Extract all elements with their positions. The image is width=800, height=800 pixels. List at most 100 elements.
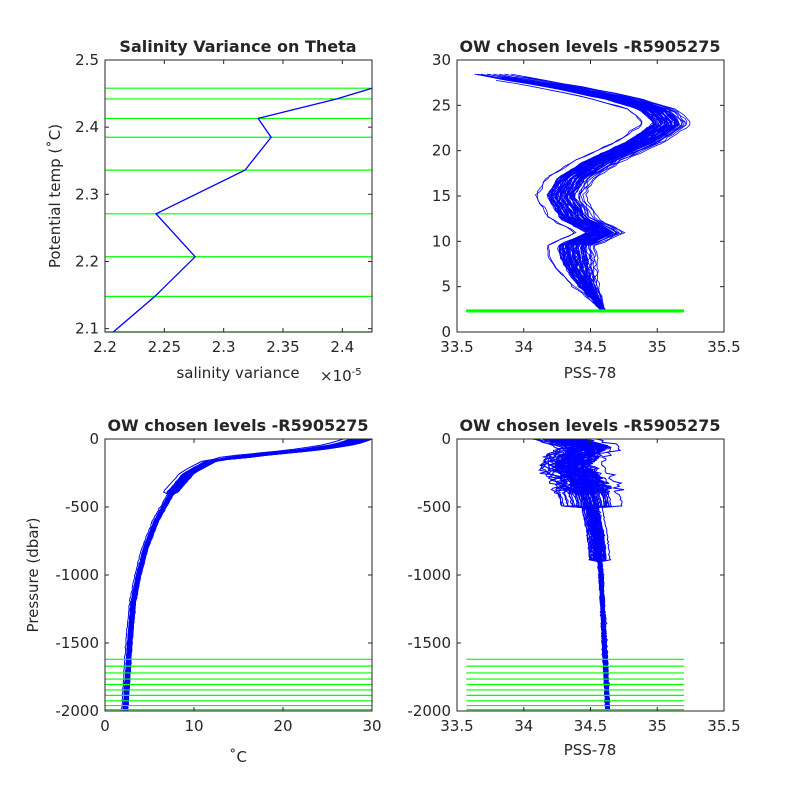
- profile-line: [120, 438, 344, 711]
- y-tick-label: 30: [432, 51, 451, 69]
- y-tick-label: 2.2: [75, 252, 99, 270]
- profile-line: [555, 92, 663, 313]
- x-axis-label: ˚C: [229, 748, 247, 766]
- y-tick-label: 0: [441, 430, 451, 448]
- x-axis-label: salinity variance: [176, 364, 299, 382]
- profile-line: [125, 438, 365, 711]
- x-axis-label: PSS-78: [564, 741, 617, 759]
- profile-line: [566, 89, 672, 313]
- profile-line: [123, 438, 359, 711]
- profile-line: [125, 438, 364, 711]
- x-tick-label: 2.2: [93, 338, 117, 356]
- profile-line: [495, 80, 643, 313]
- y-tick-label: -1000: [55, 566, 99, 584]
- profile-line: [123, 438, 353, 711]
- profile-line: [126, 438, 370, 711]
- profile-line: [125, 438, 367, 711]
- x-tick-label: 35: [648, 338, 667, 356]
- profile-line: [125, 438, 367, 711]
- x-tick-label: 33.5: [440, 717, 473, 735]
- x-tick-label: 35.5: [707, 338, 740, 356]
- profile-line: [123, 438, 362, 711]
- x-tick-label: 2.4: [330, 338, 354, 356]
- x-tick-label: 2.25: [148, 338, 181, 356]
- profile-line: [126, 438, 371, 711]
- y-tick-label: 10: [432, 232, 451, 250]
- profile-line: [578, 95, 683, 313]
- profile-line: [122, 438, 355, 711]
- profile-line: [123, 438, 355, 711]
- axes-box: [104, 59, 373, 333]
- profile-line: [126, 438, 372, 711]
- profile-line: [124, 438, 363, 711]
- y-axis-label: Pressure (dbar): [24, 518, 42, 633]
- profile-line: [534, 83, 661, 313]
- profile-line: [122, 438, 354, 711]
- profile-line: [124, 438, 362, 711]
- y-tick-label: -1000: [407, 566, 451, 584]
- tick-group: 0 10 20 30 -2000 -1500 -1000 -500 0: [55, 430, 381, 735]
- profile-line: [122, 438, 354, 711]
- y-tick-label: 25: [432, 96, 451, 114]
- profile-line: [552, 86, 662, 313]
- profile-line: [535, 83, 664, 313]
- y-tick-label: 5: [441, 278, 451, 296]
- profile-line: [127, 438, 373, 711]
- profile-line: [555, 83, 685, 313]
- axes-box: [104, 438, 373, 712]
- chart-title: Salinity Variance on Theta: [119, 37, 356, 56]
- profile-line: [550, 95, 655, 313]
- profile-line: [123, 438, 359, 711]
- chart-title: OW chosen levels -R5905275: [107, 416, 368, 435]
- y-tick-label: 2.5: [75, 51, 99, 69]
- profile-line: [123, 438, 358, 711]
- y-tick-label: 15: [432, 187, 451, 205]
- profile-line: [125, 438, 366, 711]
- x-tick-label: 34: [514, 338, 533, 356]
- profile-line: [125, 438, 369, 711]
- profile-line: [575, 438, 610, 710]
- profile-line: [123, 438, 357, 711]
- profile-line: [126, 438, 371, 711]
- y-tick-label: -1500: [407, 634, 451, 652]
- profile-line: [125, 438, 369, 711]
- y-tick-label: 0: [441, 323, 451, 341]
- y-tick-label: -1500: [55, 634, 99, 652]
- x-tick-label: 30: [362, 717, 381, 735]
- profile-line: [126, 438, 370, 711]
- profile-line: [122, 438, 352, 711]
- profile-line: [125, 438, 366, 711]
- profile-line: [126, 438, 373, 711]
- profile-line: [124, 438, 360, 711]
- y-tick-label: 2.4: [75, 118, 99, 136]
- x-tick-label: 10: [184, 717, 203, 735]
- profile-line: [123, 438, 360, 711]
- profile-line: [511, 73, 691, 313]
- x-exponent-base: ×10: [320, 367, 352, 385]
- x-axis-exponent: ×10-5: [320, 367, 362, 385]
- profile-line: [126, 438, 372, 711]
- y-tick-label: 0: [89, 430, 99, 448]
- tick-group: 2.2 2.25 2.3 2.35 2.42.12.22.32.42.5: [75, 51, 372, 356]
- variance-profile-line: [112, 87, 373, 333]
- profile-line: [523, 76, 688, 313]
- profile-line: [124, 438, 361, 711]
- tick-group: 33.5 34 34.5 35 35.5 0 5 10 15 20 25 30: [432, 51, 741, 356]
- x-tick-label: 34: [514, 717, 533, 735]
- x-tick-label: 34.5: [574, 338, 607, 356]
- profile-line: [565, 105, 673, 313]
- profile-line: [124, 438, 358, 711]
- profile-line: [579, 99, 687, 313]
- profile-line: [126, 438, 372, 711]
- profile-line: [125, 438, 368, 711]
- y-axis-label: Potential temp (˚C): [46, 124, 64, 268]
- profile-line: [125, 438, 365, 711]
- x-tick-label: 33.5: [440, 338, 473, 356]
- profile-line: [125, 438, 363, 711]
- profile-line: [123, 438, 360, 711]
- profile-line: [124, 438, 362, 711]
- y-tick-label: -2000: [407, 702, 451, 720]
- y-tick-label: 20: [432, 142, 451, 160]
- profile-line: [126, 438, 373, 711]
- profile-line: [125, 438, 364, 711]
